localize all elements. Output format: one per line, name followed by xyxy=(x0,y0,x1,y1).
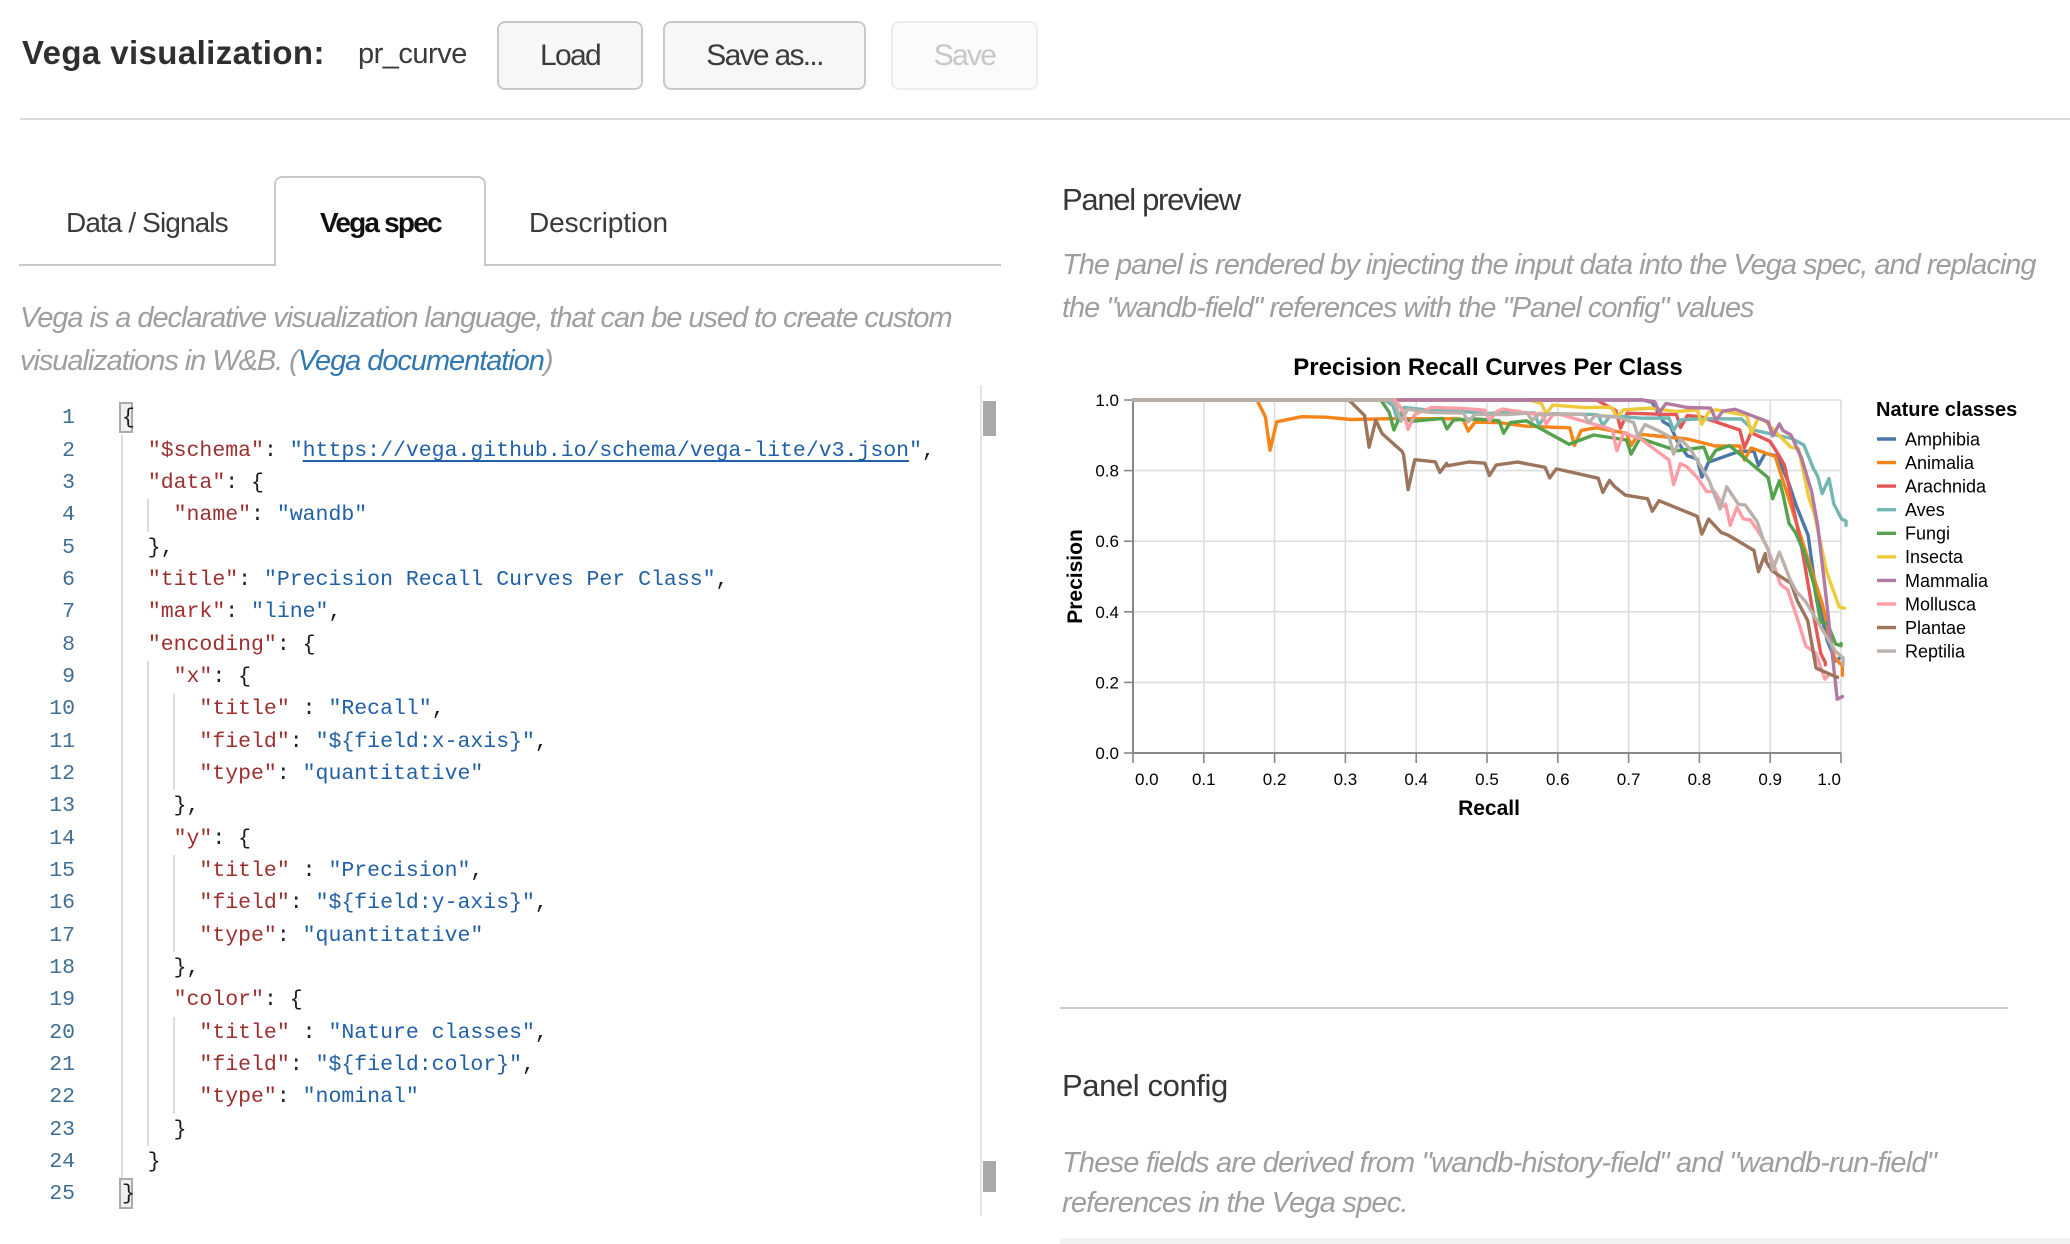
svg-text:0.1: 0.1 xyxy=(1192,770,1216,789)
svg-text:Arachnida: Arachnida xyxy=(1905,477,1987,497)
svg-text:0.6: 0.6 xyxy=(1546,770,1570,789)
svg-text:1.0: 1.0 xyxy=(1095,391,1119,410)
svg-text:0.4: 0.4 xyxy=(1404,770,1428,789)
svg-text:0.9: 0.9 xyxy=(1758,770,1782,789)
svg-text:Precision Recall Curves Per Cl: Precision Recall Curves Per Class xyxy=(1293,354,1683,381)
svg-text:0.5: 0.5 xyxy=(1475,770,1499,789)
svg-text:Precision: Precision xyxy=(1064,529,1087,624)
svg-text:Nature classes: Nature classes xyxy=(1876,399,2017,421)
svg-text:0.3: 0.3 xyxy=(1334,770,1358,789)
svg-text:0.0: 0.0 xyxy=(1135,770,1159,789)
svg-text:Plantae: Plantae xyxy=(1905,618,1966,638)
svg-text:0.7: 0.7 xyxy=(1617,770,1641,789)
svg-text:Mollusca: Mollusca xyxy=(1905,594,1977,614)
svg-text:0.2: 0.2 xyxy=(1263,770,1287,789)
svg-text:Amphibia: Amphibia xyxy=(1905,429,1981,449)
svg-text:0.8: 0.8 xyxy=(1688,770,1712,789)
svg-text:Fungi: Fungi xyxy=(1905,524,1950,544)
svg-text:0.2: 0.2 xyxy=(1095,673,1119,692)
svg-text:Insecta: Insecta xyxy=(1905,547,1964,567)
svg-text:Aves: Aves xyxy=(1905,500,1945,520)
svg-text:Mammalia: Mammalia xyxy=(1905,571,1989,591)
svg-text:0.4: 0.4 xyxy=(1095,603,1119,622)
svg-text:1.0: 1.0 xyxy=(1817,770,1841,789)
svg-text:0.6: 0.6 xyxy=(1095,532,1119,551)
svg-text:Animalia: Animalia xyxy=(1905,453,1975,473)
svg-text:0.8: 0.8 xyxy=(1095,462,1119,481)
svg-text:Reptilia: Reptilia xyxy=(1905,642,1966,662)
svg-text:0.0: 0.0 xyxy=(1095,744,1119,763)
svg-text:Recall: Recall xyxy=(1458,797,1520,820)
